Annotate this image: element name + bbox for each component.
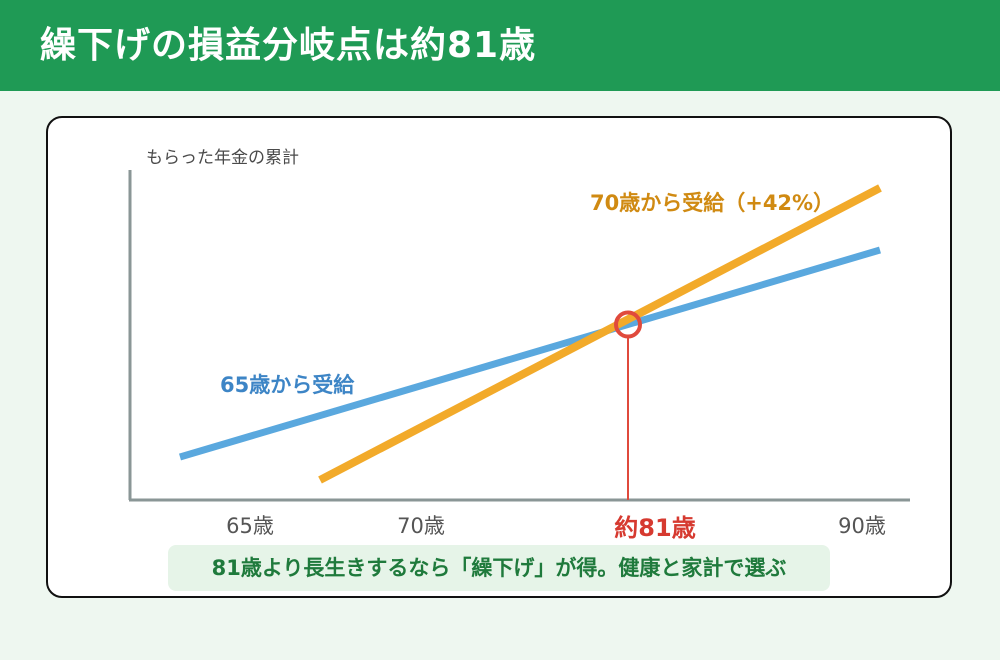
summary-note: 81歳より長生きするなら「繰下げ」が得。健康と家計で選ぶ (168, 545, 830, 591)
y-axis-label: もらった年金の累計 (146, 148, 299, 168)
x-tick-90: 90歳 (838, 514, 886, 538)
page-title: 繰下げの損益分岐点は約81歳 (40, 25, 537, 66)
x-tick-70: 70歳 (397, 514, 445, 538)
header-bar: 繰下げの損益分岐点は約81歳 (0, 0, 1000, 91)
x-tick-breakeven: 約81歳 (614, 514, 696, 542)
series-line-65 (179, 246, 881, 461)
series-label-65: 65歳から受給 (220, 373, 355, 397)
series-line-70 (318, 184, 882, 484)
series-label-70: 70歳から受給（+42%） (590, 191, 835, 215)
chart-card (46, 116, 952, 598)
x-tick-65: 65歳 (226, 514, 274, 538)
breakeven-marker (614, 310, 642, 339)
